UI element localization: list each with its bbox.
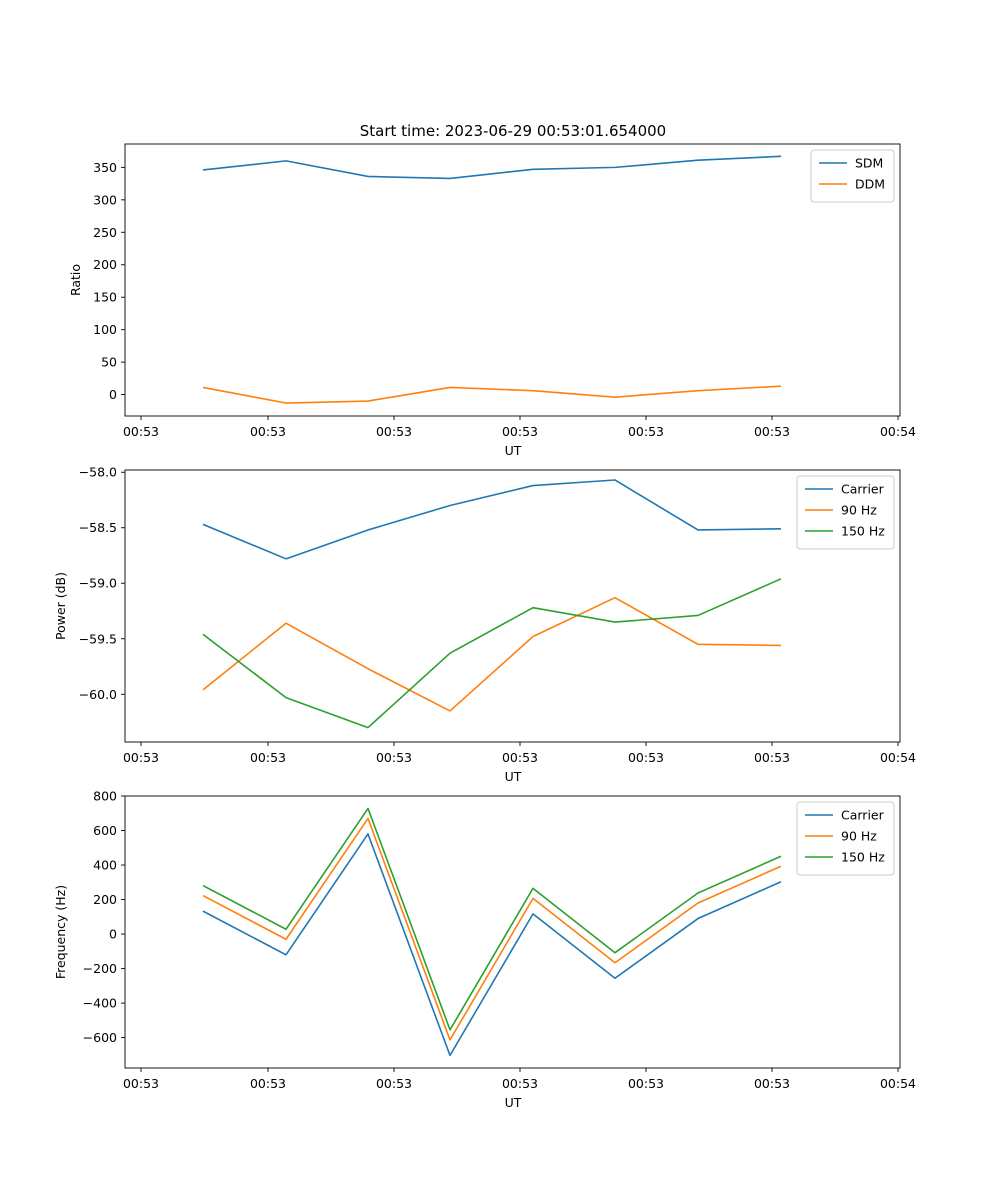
- y-tick-label: −58.0: [79, 465, 117, 480]
- y-tick-label: 300: [93, 192, 117, 207]
- x-tick-label: 00:53: [502, 424, 538, 439]
- series-line-90-hz: [202, 596, 782, 712]
- series-line-carrier: [202, 833, 782, 1057]
- series-line-90-hz: [202, 817, 782, 1041]
- legend-label: Carrier: [841, 808, 885, 823]
- panel-3: 00:53 00:53 00:53 00:53 00:53 00:53 00:54 −600 −…: [53, 789, 916, 1111]
- x-tick-label: 00:53: [123, 750, 159, 765]
- legend-label: SDM: [855, 156, 883, 171]
- plot-frame: [124, 143, 901, 417]
- y-tick-label: 250: [93, 225, 117, 240]
- chart-title: Start time: 2023-06-29 00:53:01.654000: [360, 122, 666, 140]
- y-tick-label: −200: [83, 961, 117, 976]
- y-tick-label: −600: [83, 1030, 117, 1045]
- legend-label: 150 Hz: [841, 850, 885, 865]
- y-tick-label: −59.5: [79, 631, 117, 646]
- x-tick-label: 00:53: [628, 424, 664, 439]
- y-tick-label: 600: [93, 823, 117, 838]
- series-line-ddm: [202, 385, 782, 404]
- y-tick-label: 400: [93, 858, 117, 873]
- x-tick-label: 00:53: [502, 1076, 538, 1091]
- panel-2: 00:53 00:53 00:53 00:53 00:53 00:53 00:54 −60.0…: [53, 465, 916, 784]
- legend-label: 90 Hz: [841, 503, 877, 518]
- panel-1: 00:53 00:53 00:53 00:53 00:53 00:53 00:54 0 50 10…: [68, 143, 916, 458]
- x-tick-label: 00:53: [376, 424, 412, 439]
- plot-frame: [124, 795, 901, 1069]
- series-line-sdm: [202, 155, 782, 180]
- x-axis-label: UT: [505, 443, 522, 458]
- y-tick-label: 800: [93, 789, 117, 804]
- x-tick-label: 00:53: [754, 1076, 790, 1091]
- y-axis-label: Frequency (Hz): [53, 885, 68, 979]
- x-tick-label: 00:53: [754, 424, 790, 439]
- y-tick-label: −400: [83, 996, 117, 1011]
- y-tick-label: 0: [109, 927, 117, 942]
- y-tick-label: 0: [109, 387, 117, 402]
- series-line-150-hz: [202, 578, 782, 729]
- x-tick-label: 00:54: [880, 750, 916, 765]
- legend-label: Carrier: [841, 482, 885, 497]
- x-axis-label: UT: [505, 769, 522, 784]
- x-axis-label: UT: [505, 1095, 522, 1110]
- x-tick-label: 00:53: [376, 1076, 412, 1091]
- y-tick-label: −58.5: [79, 520, 117, 535]
- x-tick-label: 00:54: [880, 424, 916, 439]
- y-tick-label: 350: [93, 160, 117, 175]
- series-line-150-hz: [202, 807, 782, 1031]
- y-tick-label: 200: [93, 257, 117, 272]
- x-tick-label: 00:53: [123, 1076, 159, 1091]
- x-tick-label: 00:53: [628, 1076, 664, 1091]
- x-tick-label: 00:53: [754, 750, 790, 765]
- x-tick-label: 00:53: [502, 750, 538, 765]
- y-axis-label: Ratio: [68, 264, 83, 296]
- x-tick-label: 00:54: [880, 1076, 916, 1091]
- x-tick-label: 00:53: [250, 424, 286, 439]
- y-tick-label: −59.0: [79, 576, 117, 591]
- x-tick-label: 00:53: [123, 424, 159, 439]
- y-tick-label: 200: [93, 892, 117, 907]
- x-tick-label: 00:53: [250, 1076, 286, 1091]
- y-tick-label: 150: [93, 290, 117, 305]
- y-tick-label: 50: [101, 355, 117, 370]
- plot-frame: [124, 469, 901, 743]
- y-axis-label: Power (dB): [53, 572, 68, 640]
- legend-label: 150 Hz: [841, 524, 885, 539]
- series-line-carrier: [202, 479, 782, 560]
- legend-label: 90 Hz: [841, 829, 877, 844]
- x-tick-label: 00:53: [628, 750, 664, 765]
- y-tick-label: −60.0: [79, 687, 117, 702]
- x-tick-label: 00:53: [376, 750, 412, 765]
- y-tick-label: 100: [93, 322, 117, 337]
- legend-label: DDM: [855, 177, 885, 192]
- x-tick-label: 00:53: [250, 750, 286, 765]
